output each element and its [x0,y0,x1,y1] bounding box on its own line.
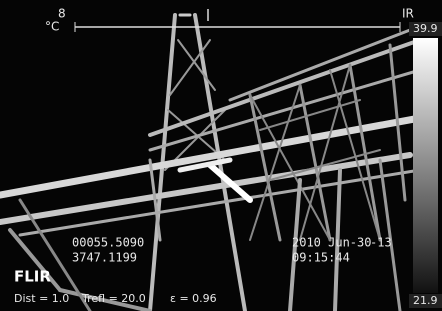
brand: FLIR [14,268,51,286]
coord-2: 3747.1199 [72,251,137,265]
color-bar [413,38,438,293]
min-temp: 21.9 [413,294,438,307]
coord-1: 00055.5090 [72,236,144,250]
trefl: Trefl = 20.0 [81,292,146,305]
unit: °C [45,20,59,34]
emissivity: ε = 0.96 [170,292,217,305]
date: 2010 Jun-30 [292,236,371,250]
max-temp: 39.9 [413,22,438,35]
thermal-view: 8 °C IR 39.9 21.9 00055.5090 3747.1199 2… [0,0,442,311]
offset: -13 [370,236,392,250]
time: 09:15:44 [292,251,350,265]
mode: IR [402,7,414,21]
dist: Dist = 1.0 [14,292,69,305]
scale-value: 8 [58,7,66,21]
